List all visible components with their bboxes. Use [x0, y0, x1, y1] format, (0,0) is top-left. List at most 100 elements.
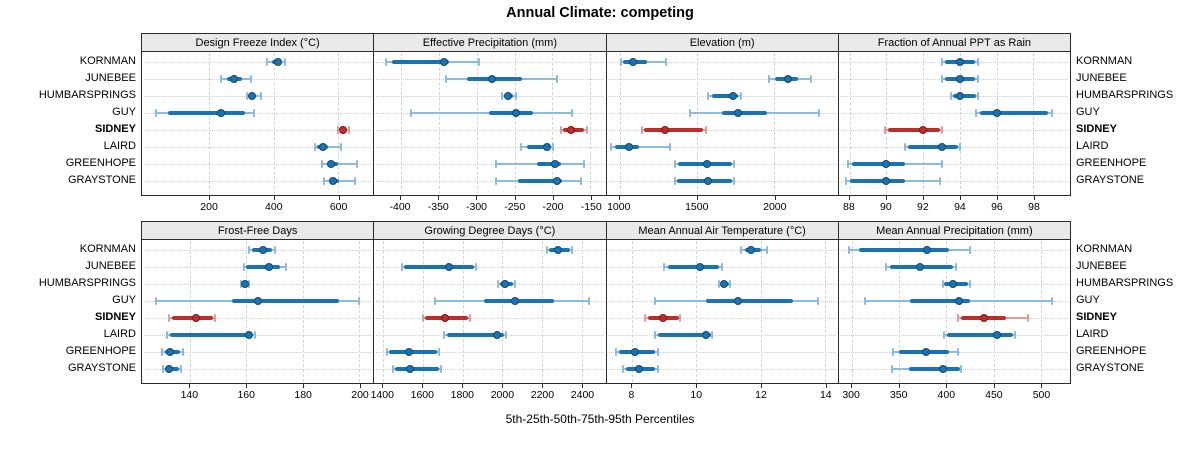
site-label-right: LAIRD: [1076, 140, 1109, 152]
horizontal-gridline: [608, 318, 836, 319]
whisker-cap: [656, 348, 659, 356]
percentile-range-line: [611, 146, 670, 148]
vertical-gridline: [886, 53, 888, 194]
x-tick-label: 400: [265, 201, 283, 213]
x-axis: 1400 1600 1800 2000 2200 2400: [371, 384, 606, 404]
median-dot: [264, 263, 273, 271]
interquartile-line: [858, 248, 950, 252]
median-dot: [406, 365, 415, 373]
horizontal-gridline: [144, 79, 372, 80]
median-dot: [882, 160, 891, 168]
whisker-cap: [864, 297, 867, 305]
median-dot: [658, 314, 667, 322]
whisker-cap: [180, 365, 183, 373]
interquartile-line: [851, 162, 905, 166]
whisker-cap: [954, 263, 957, 271]
horizontal-gridline: [376, 352, 604, 353]
horizontal-gridline: [608, 62, 836, 63]
whisker-cap: [817, 297, 820, 305]
median-dot: [784, 75, 793, 83]
horizontal-gridline: [144, 164, 372, 165]
whisker-cap: [392, 365, 395, 373]
median-dot: [504, 92, 513, 100]
median-dot: [511, 297, 520, 305]
whisker-cap: [219, 75, 222, 83]
x-axis-caption: 5th-25th-50th-75th-95th Percentiles: [505, 412, 695, 426]
x-axis: 8 10 12 14: [606, 384, 839, 404]
median-dot: [734, 297, 743, 305]
site-label-right: GREENHOPE: [1076, 345, 1147, 357]
median-dot: [444, 263, 453, 271]
whisker-cap: [239, 280, 242, 288]
site-label-left: GREENHOPE: [65, 157, 136, 169]
interquartile-line: [246, 265, 281, 269]
interquartile-line: [667, 265, 719, 269]
median-dot: [955, 75, 964, 83]
x-tick-label: 450: [985, 389, 1003, 401]
whisker-cap: [495, 160, 498, 168]
whisker-cap: [644, 314, 647, 322]
x-tick-mark: [400, 196, 402, 200]
site-label-left: GUY: [112, 294, 136, 306]
interquartile-line: [395, 367, 439, 371]
interquartile-line: [980, 111, 1048, 115]
whisker-cap: [668, 143, 671, 151]
whisker-cap: [253, 331, 256, 339]
horizontal-gridline: [376, 181, 604, 182]
panel-strip: Mean Annual Precipitation (mm): [837, 221, 1071, 240]
vertical-gridline: [581, 241, 583, 382]
whisker-cap: [975, 109, 978, 117]
median-dot: [915, 263, 924, 271]
median-dot: [253, 297, 262, 305]
whisker-cap: [733, 160, 736, 168]
median-dot: [273, 58, 282, 66]
vertical-gridline: [996, 53, 998, 194]
median-dot: [240, 280, 249, 288]
x-tick-mark: [246, 384, 248, 388]
vertical-gridline: [422, 241, 424, 382]
horizontal-gridline: [840, 181, 1068, 182]
whisker-cap: [253, 109, 256, 117]
x-tick-label: 1500: [685, 201, 709, 213]
whisker-cap: [1014, 331, 1017, 339]
horizontal-gridline: [608, 369, 836, 370]
x-tick-mark: [774, 196, 776, 200]
horizontal-gridline: [376, 250, 604, 251]
x-tick-mark: [898, 384, 900, 388]
median-dot: [882, 177, 891, 185]
interquartile-line: [849, 179, 905, 183]
panel-fraction-annual-ppt-rain: Fraction of Annual PPT as Rain 88 90 92 94 96…: [837, 33, 1071, 216]
x-tick-mark: [382, 384, 384, 388]
median-dot: [500, 280, 509, 288]
median-dot: [919, 126, 928, 134]
x-tick-label: 94: [954, 201, 966, 213]
panel-plot-area: [605, 52, 839, 196]
whisker-cap: [570, 246, 573, 254]
x-axis: -400 -350 -300 -250 -200 -150: [373, 196, 606, 216]
median-dot: [921, 348, 930, 356]
median-dot: [955, 58, 964, 66]
x-tick-mark: [209, 196, 211, 200]
x-tick-label: 90: [880, 201, 892, 213]
vertical-gridline: [541, 241, 543, 382]
whisker-cap: [504, 331, 507, 339]
horizontal-gridline: [840, 130, 1068, 131]
site-label-left: JUNEBEE: [85, 72, 136, 84]
site-label-left: HUMBARSPRINGS: [38, 277, 136, 289]
panel-plot-area: [373, 240, 607, 384]
horizontal-gridline: [608, 130, 836, 131]
whisker-cap: [437, 348, 440, 356]
whisker-cap: [729, 280, 732, 288]
site-label-right: HUMBARSPRINGS: [1076, 277, 1174, 289]
vertical-gridline: [849, 53, 851, 194]
median-dot: [552, 177, 561, 185]
median-dot: [248, 92, 257, 100]
whisker-cap: [940, 160, 943, 168]
interquartile-line: [527, 145, 551, 149]
panel-title: Frost-Free Days: [217, 224, 298, 237]
x-tick-label: 140: [180, 389, 199, 401]
whisker-cap: [495, 177, 498, 185]
whisker-cap: [583, 160, 586, 168]
x-tick-label: 2400: [570, 389, 595, 401]
